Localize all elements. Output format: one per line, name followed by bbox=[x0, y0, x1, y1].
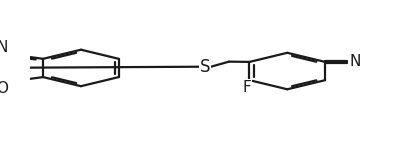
Text: N: N bbox=[0, 39, 8, 54]
Text: N: N bbox=[349, 54, 360, 69]
Text: F: F bbox=[242, 80, 251, 95]
Text: O: O bbox=[0, 81, 8, 96]
Text: S: S bbox=[200, 58, 210, 76]
